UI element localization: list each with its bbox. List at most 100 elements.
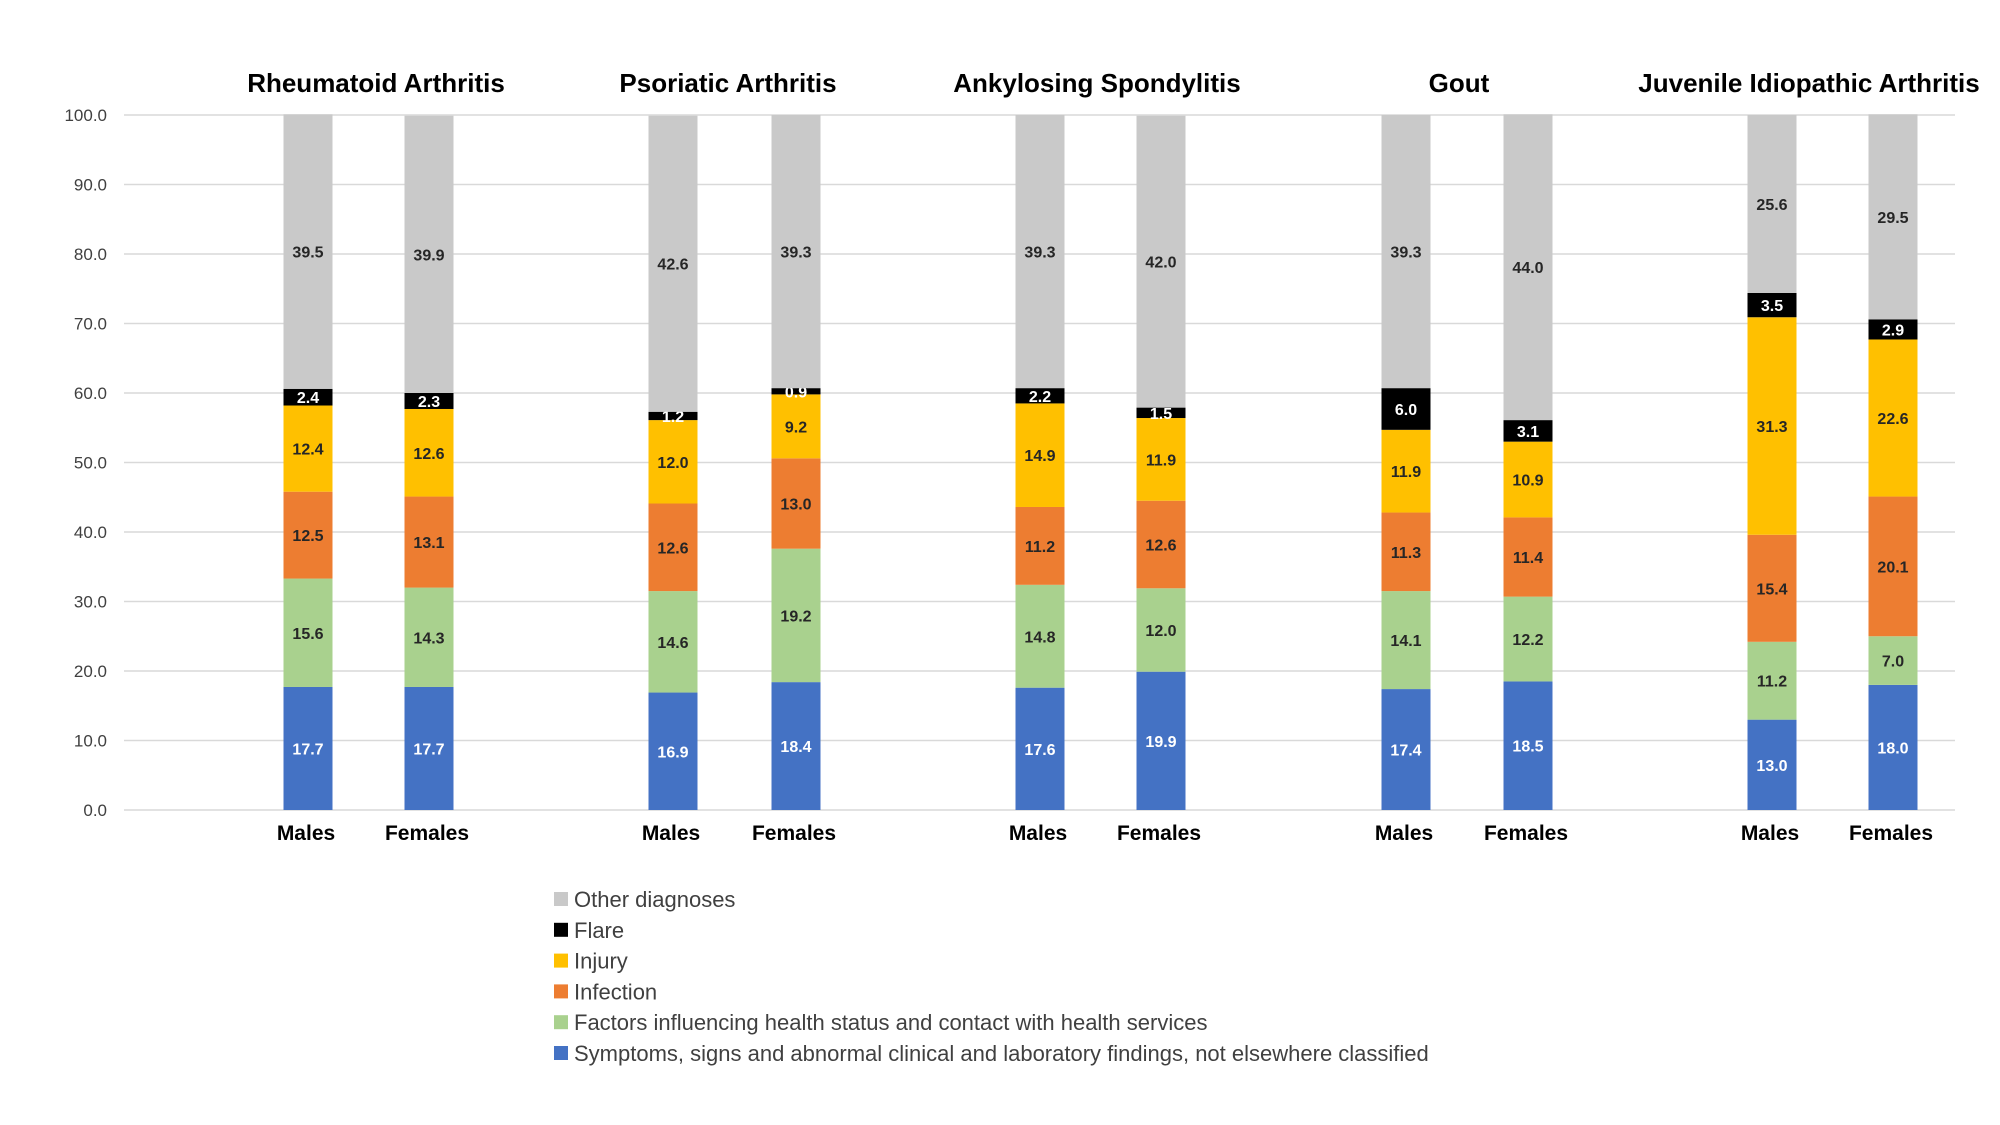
data-label: 42.6: [657, 257, 688, 274]
y-tick-label: 90.0: [74, 176, 107, 195]
x-category-label: Males: [277, 822, 335, 845]
bar-segment: [771, 682, 821, 810]
x-category-label: Males: [1009, 822, 1067, 845]
legend-label: Infection: [574, 979, 657, 1004]
bar-segment: [648, 692, 698, 810]
data-label: 17.4: [1390, 743, 1421, 760]
bar-segment: [1381, 388, 1431, 430]
data-label: 39.3: [1024, 245, 1055, 262]
bar-segment: [1136, 418, 1186, 501]
data-label: 14.1: [1390, 633, 1421, 650]
legend-marker: [554, 953, 568, 968]
y-tick-label: 50.0: [74, 454, 107, 473]
data-label: 14.9: [1024, 448, 1055, 465]
bar-segment: [771, 458, 821, 549]
x-category-label: Males: [1741, 822, 1799, 845]
bar-segment: [1381, 429, 1431, 513]
data-label: 1.5: [1150, 406, 1172, 423]
data-label: 14.6: [657, 635, 688, 652]
bar-segment: [1747, 317, 1797, 535]
data-label: 39.3: [780, 245, 811, 262]
data-label: 10.9: [1512, 473, 1543, 490]
legend-label: Other diagnoses: [574, 887, 735, 912]
bar-segment: [404, 587, 454, 687]
bar-segment: [1747, 115, 1797, 293]
legend-label: Symptoms, signs and abnormal clinical an…: [574, 1041, 1429, 1066]
y-tick-label: 80.0: [74, 245, 107, 264]
bar-segment: [1136, 115, 1186, 408]
group-title: Ankylosing Spondylitis: [953, 68, 1240, 98]
bar-segment: [1381, 591, 1431, 690]
bar-segment: [1868, 496, 1918, 637]
bar-segment: [404, 686, 454, 810]
bar-segment: [1503, 441, 1553, 518]
bar-segment: [1868, 684, 1918, 810]
data-label: 13.0: [780, 497, 811, 514]
bar-segment: [1747, 292, 1797, 318]
bar-segment: [283, 686, 333, 810]
x-category-label: Females: [1484, 822, 1568, 845]
bar-segment: [648, 503, 698, 592]
y-tick-label: 100.0: [64, 106, 107, 125]
data-label: 13.0: [1756, 758, 1787, 775]
data-label: 11.4: [1513, 550, 1543, 567]
data-label: 0.9: [785, 384, 807, 401]
bar-segment: [1136, 671, 1186, 810]
bar-segment: [1503, 517, 1553, 597]
bar-segment: [1015, 506, 1065, 585]
data-label: 13.1: [413, 535, 444, 552]
x-category-label: Males: [642, 822, 700, 845]
x-category-label: Females: [1117, 822, 1201, 845]
data-label: 3.1: [1517, 424, 1539, 441]
y-tick-label: 40.0: [74, 523, 107, 542]
data-label: 22.6: [1877, 411, 1908, 428]
data-label: 17.7: [292, 741, 323, 758]
data-label: 11.2: [1757, 674, 1787, 691]
legend-marker: [554, 984, 568, 999]
data-label: 18.4: [780, 739, 811, 756]
y-tick-label: 0.0: [83, 801, 107, 820]
x-category-label: Females: [752, 822, 836, 845]
data-label: 18.0: [1877, 740, 1908, 757]
bar-segment: [1015, 403, 1065, 507]
data-label: 2.4: [297, 390, 319, 407]
data-label: 29.5: [1877, 210, 1908, 227]
bar-segment: [1136, 588, 1186, 672]
group-title: Gout: [1429, 68, 1490, 98]
y-tick-label: 70.0: [74, 315, 107, 334]
data-label: 11.2: [1025, 539, 1055, 556]
data-label: 17.6: [1024, 742, 1055, 759]
bar-segment: [771, 394, 821, 459]
bar-segment: [771, 388, 821, 395]
bar-segment: [1015, 115, 1065, 389]
data-label: 12.0: [1145, 623, 1176, 640]
data-label: 12.6: [657, 540, 688, 557]
data-label: 39.3: [1390, 245, 1421, 262]
data-label: 2.2: [1029, 389, 1051, 406]
data-label: 12.6: [413, 446, 444, 463]
group-title: Juvenile Idiopathic Arthritis: [1638, 68, 1979, 98]
data-label: 25.6: [1756, 197, 1787, 214]
bar-segment: [1868, 114, 1918, 320]
bar-segment: [404, 393, 454, 409]
data-label: 11.9: [1146, 452, 1176, 469]
data-label: 42.0: [1145, 255, 1176, 272]
bar-segment: [1015, 388, 1065, 404]
legend-marker: [554, 922, 568, 937]
bar-segment: [1747, 641, 1797, 720]
bar-segment: [771, 548, 821, 683]
data-label: 3.5: [1761, 298, 1783, 315]
bar-segment: [648, 420, 698, 504]
data-label: 6.0: [1395, 402, 1417, 419]
bar-segment: [1868, 319, 1918, 340]
y-tick-label: 30.0: [74, 593, 107, 612]
bar-segment: [648, 411, 698, 421]
data-label: 12.5: [292, 528, 323, 545]
bar-segment: [1503, 681, 1553, 810]
bar-segment: [283, 491, 333, 579]
bar-segment: [283, 578, 333, 687]
data-label: 39.5: [292, 245, 323, 262]
data-label: 15.6: [292, 626, 323, 643]
data-label: 39.9: [413, 247, 444, 264]
